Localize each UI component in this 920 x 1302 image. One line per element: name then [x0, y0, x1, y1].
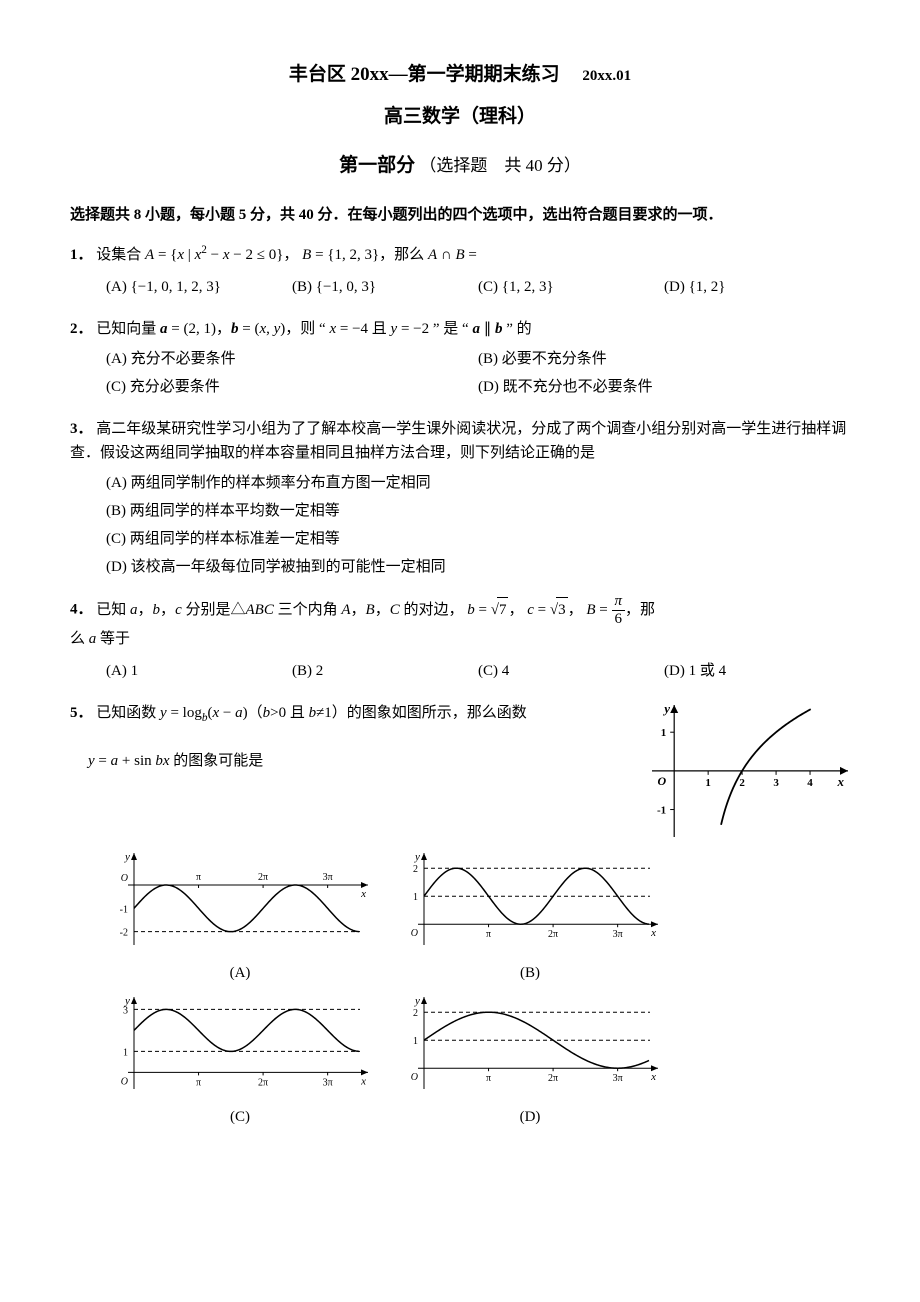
- q3-opt-a: (A) 两组同学制作的样本频率分布直方图一定相同: [106, 471, 850, 495]
- svg-text:y: y: [124, 851, 130, 863]
- svg-text:1: 1: [705, 777, 711, 789]
- instructions: 选择题共 8 小题，每小题 5 分，共 40 分．在每小题列出的四个选项中，选出…: [85, 203, 850, 227]
- svg-text:y: y: [662, 701, 670, 716]
- q2-stem: 已知向量 a = (2, 1)，b = (x, y)，则 “ x = −4 且 …: [96, 321, 531, 337]
- question-1: 1． 设集合 A = {x | x2 − x − 2 ≤ 0}， B = {1,…: [70, 241, 850, 303]
- q5-label-b: (B): [400, 961, 660, 985]
- svg-text:3: 3: [123, 1006, 128, 1017]
- q4-opt-a: (A) 1: [106, 659, 292, 683]
- q1-opt-a: (A) {−1, 0, 1, 2, 3}: [106, 275, 292, 299]
- question-5: 5． 已知函数 y = logb(x − a)（b>0 且 b≠1）的图象如图所…: [70, 701, 850, 1129]
- title-main-text: 丰台区 20xx—第一学期期末练习: [289, 64, 560, 85]
- q1-opt-c: (C) {1, 2, 3}: [478, 275, 664, 299]
- svg-text:x: x: [837, 774, 845, 789]
- svg-text:-2: -2: [120, 928, 128, 939]
- q5-stem-line1: 已知函数 y = logb(x − a)（b>0 且 b≠1）的图象如图所示，那…: [96, 705, 527, 721]
- q3-opt-b: (B) 两组同学的样本平均数一定相等: [106, 499, 850, 523]
- svg-text:x: x: [650, 1071, 656, 1083]
- q2-opt-b: (B) 必要不充分条件: [478, 347, 850, 371]
- section-title: 第一部分 （选择题 共 40 分）: [70, 151, 850, 181]
- section-part: 第一部分: [339, 155, 415, 176]
- svg-text:1: 1: [413, 1036, 418, 1047]
- q5-graphs-row2: Oxy13π2π3π (C) Oxy12π2π3π (D): [110, 993, 850, 1129]
- q2-opt-a: (A) 充分不必要条件: [106, 347, 478, 371]
- svg-text:O: O: [121, 873, 128, 884]
- svg-text:2π: 2π: [548, 1073, 558, 1084]
- svg-text:x: x: [360, 888, 366, 900]
- question-4: 4． 已知 a，b，c 分别是△ABC 三个内角 A，B，C 的对边， b = …: [70, 593, 850, 687]
- q4-options: (A) 1 (B) 2 (C) 4 (D) 1 或 4: [106, 659, 850, 687]
- svg-text:2: 2: [739, 777, 745, 789]
- q4-stem: 已知 a，b，c 分别是△ABC 三个内角 A，B，C 的对边， b = √7，…: [96, 602, 655, 618]
- svg-text:π: π: [486, 929, 491, 940]
- q1-num: 1．: [70, 247, 93, 263]
- q5-graph-d: Oxy12π2π3π (D): [400, 993, 660, 1129]
- svg-text:O: O: [411, 928, 418, 939]
- q5-num: 5．: [70, 705, 93, 721]
- svg-text:O: O: [411, 1072, 418, 1083]
- q3-options: (A) 两组同学制作的样本频率分布直方图一定相同 (B) 两组同学的样本平均数一…: [106, 471, 850, 579]
- svg-text:π: π: [196, 872, 201, 883]
- q5-graph-b: Oxy12π2π3π (B): [400, 849, 660, 985]
- svg-text:y: y: [414, 995, 420, 1007]
- q3-stem: 高二年级某研究性学习小组为了了解本校高一学生课外阅读状况，分成了两个调查小组分别…: [70, 421, 846, 461]
- q5-graphs-row1: Oxy-1-2π2π3π (A) Oxy12π2π3π (B): [110, 849, 850, 985]
- q2-options: (A) 充分不必要条件 (B) 必要不充分条件 (C) 充分必要条件 (D) 既…: [106, 347, 850, 403]
- q1-opt-d: (D) {1, 2}: [664, 275, 850, 299]
- q3-opt-d: (D) 该校高一年级每位同学被抽到的可能性一定相同: [106, 555, 850, 579]
- svg-text:y: y: [414, 851, 420, 863]
- svg-text:-1: -1: [657, 805, 666, 817]
- page-title: 丰台区 20xx—第一学期期末练习 20xx.01: [70, 60, 850, 90]
- q4-opt-b: (B) 2: [292, 659, 478, 683]
- q5-graph-a: Ox y -1 -2 π 2π 3π (A): [110, 849, 370, 985]
- subtitle: 高三数学（理科）: [70, 102, 850, 132]
- q5-label-c: (C): [110, 1105, 370, 1129]
- svg-text:O: O: [658, 774, 667, 788]
- q3-opt-c: (C) 两组同学的样本标准差一定相等: [106, 527, 850, 551]
- q5-label-d: (D): [400, 1105, 660, 1129]
- svg-text:O: O: [121, 1077, 128, 1088]
- svg-text:π: π: [196, 1078, 201, 1089]
- q2-opt-d: (D) 既不充分也不必要条件: [478, 375, 850, 399]
- question-3: 3． 高二年级某研究性学习小组为了了解本校高一学生课外阅读状况，分成了两个调查小…: [70, 417, 850, 579]
- svg-text:3π: 3π: [613, 1073, 623, 1084]
- q1-options: (A) {−1, 0, 1, 2, 3} (B) {−1, 0, 3} (C) …: [106, 275, 850, 303]
- q1-stem: 设集合 A = {x | x2 − x − 2 ≤ 0}， B = {1, 2,…: [96, 247, 477, 263]
- section-desc: （选择题 共 40 分）: [419, 156, 581, 175]
- svg-text:x: x: [360, 1076, 366, 1088]
- svg-text:-1: -1: [120, 905, 128, 916]
- q2-num: 2．: [70, 321, 93, 337]
- q5-graph-c: Oxy13π2π3π (C): [110, 993, 370, 1129]
- svg-text:3: 3: [773, 777, 779, 789]
- svg-text:3π: 3π: [613, 929, 623, 940]
- q2-opt-c: (C) 充分必要条件: [106, 375, 478, 399]
- svg-text:1: 1: [123, 1048, 128, 1059]
- q4-opt-c: (C) 4: [478, 659, 664, 683]
- q4-line2: 么 a 等于: [70, 627, 850, 651]
- q4-opt-d: (D) 1 或 4: [664, 659, 850, 683]
- svg-text:2: 2: [413, 864, 418, 875]
- svg-text:3π: 3π: [323, 872, 333, 883]
- title-date: 20xx.01: [582, 68, 631, 84]
- svg-text:4: 4: [807, 777, 813, 789]
- q5-stem-line2: y = a + sin bx 的图象可能是: [88, 749, 640, 773]
- q3-num: 3．: [70, 421, 93, 437]
- q5-label-a: (A): [110, 961, 370, 985]
- q1-opt-b: (B) {−1, 0, 3}: [292, 275, 478, 299]
- svg-text:π: π: [486, 1073, 491, 1084]
- svg-text:1: 1: [413, 892, 418, 903]
- svg-text:2π: 2π: [258, 872, 268, 883]
- svg-text:2π: 2π: [548, 929, 558, 940]
- svg-text:1: 1: [661, 727, 667, 739]
- question-2: 2． 已知向量 a = (2, 1)，b = (x, y)，则 “ x = −4…: [70, 317, 850, 403]
- q4-num: 4．: [70, 602, 93, 618]
- q5-log-graph: 1 2 3 4 1 -1 Ox y: [650, 701, 850, 841]
- svg-text:2: 2: [413, 1008, 418, 1019]
- svg-text:x: x: [650, 927, 656, 939]
- svg-text:2π: 2π: [258, 1078, 268, 1089]
- svg-text:3π: 3π: [323, 1078, 333, 1089]
